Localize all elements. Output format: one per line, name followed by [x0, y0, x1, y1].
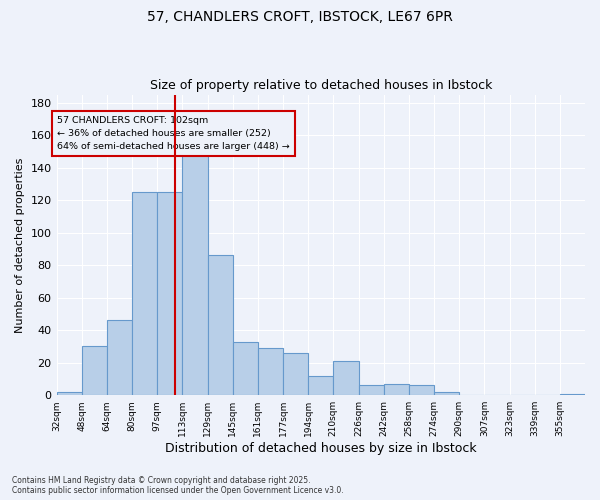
Bar: [434, 392, 459, 395]
Text: 57 CHANDLERS CROFT: 102sqm
← 36% of detached houses are smaller (252)
64% of sem: 57 CHANDLERS CROFT: 102sqm ← 36% of deta…: [57, 116, 290, 151]
Bar: [208, 256, 233, 395]
Bar: [383, 384, 409, 395]
Bar: [233, 342, 258, 395]
Bar: [409, 386, 434, 395]
Y-axis label: Number of detached properties: Number of detached properties: [15, 157, 25, 332]
Bar: [56, 392, 82, 395]
Bar: [283, 353, 308, 395]
Text: Contains HM Land Registry data © Crown copyright and database right 2025.
Contai: Contains HM Land Registry data © Crown c…: [12, 476, 344, 495]
Bar: [132, 192, 157, 395]
Bar: [182, 154, 208, 395]
Bar: [359, 386, 383, 395]
Text: 57, CHANDLERS CROFT, IBSTOCK, LE67 6PR: 57, CHANDLERS CROFT, IBSTOCK, LE67 6PR: [147, 10, 453, 24]
Bar: [82, 346, 107, 395]
X-axis label: Distribution of detached houses by size in Ibstock: Distribution of detached houses by size …: [165, 442, 476, 455]
Title: Size of property relative to detached houses in Ibstock: Size of property relative to detached ho…: [149, 79, 492, 92]
Bar: [157, 192, 182, 395]
Bar: [560, 394, 585, 395]
Bar: [107, 320, 132, 395]
Bar: [308, 376, 334, 395]
Bar: [258, 348, 283, 395]
Bar: [334, 361, 359, 395]
